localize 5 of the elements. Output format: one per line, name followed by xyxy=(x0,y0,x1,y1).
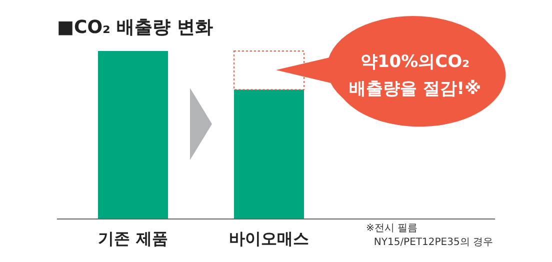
x-tick-label: 바이오매스 xyxy=(228,229,309,248)
text: ※전시 필름 NY15/PET12PE35의 경우 xyxy=(366,223,493,248)
x-tick-label: 기존 제품 xyxy=(98,229,168,248)
chart-title: ■CO₂ 배출량 변화 xyxy=(57,17,213,38)
text: 약10%의CO₂ 배출량을 절감!※ xyxy=(348,52,482,99)
